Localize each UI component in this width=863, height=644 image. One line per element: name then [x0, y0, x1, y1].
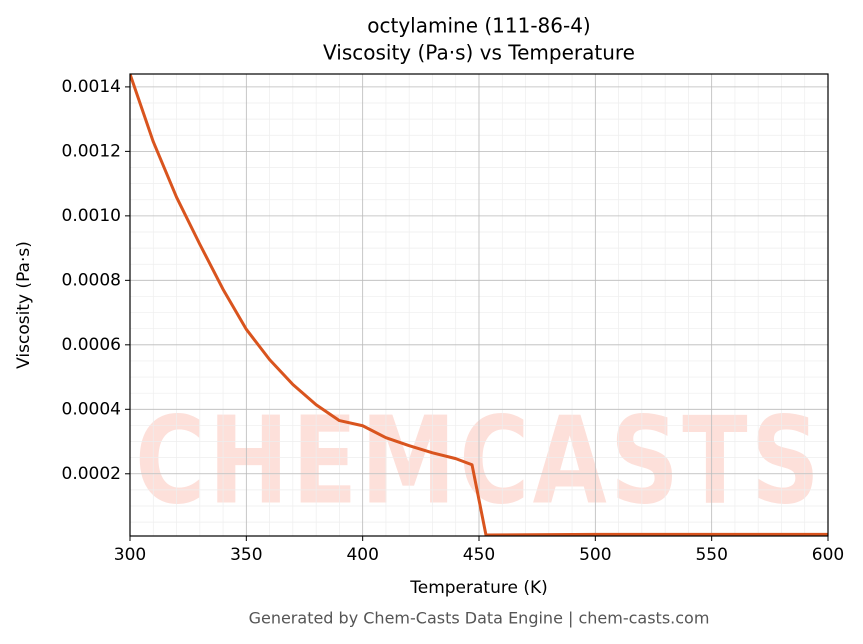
- plot-frame: [129, 73, 829, 537]
- y-tick-label: 0.0006: [62, 335, 121, 355]
- x-tick-label: 350: [230, 545, 262, 565]
- y-tick-label: 0.0010: [62, 206, 121, 226]
- x-tick-label: 300: [114, 545, 146, 565]
- footer: Generated by Chem-Casts Data Engine | ch…: [249, 609, 710, 628]
- chart-subtitle: Viscosity (Pa·s) vs Temperature: [323, 41, 635, 65]
- x-tick-label: 500: [579, 545, 611, 565]
- x-axis-label: Temperature (K): [409, 578, 548, 598]
- x-tick-label: 400: [346, 545, 378, 565]
- x-tick-label: 550: [695, 545, 727, 565]
- y-tick-label: 0.0002: [62, 464, 121, 484]
- y-tick-label: 0.0012: [62, 141, 121, 161]
- y-tick-label: 0.0008: [62, 270, 121, 290]
- data-line: [130, 74, 828, 536]
- y-axis-label: Viscosity (Pa·s): [14, 241, 34, 369]
- y-tick-label: 0.0014: [62, 77, 121, 97]
- chart-title: octylamine (111-86-4): [367, 14, 591, 38]
- y-tick-label: 0.0004: [62, 399, 121, 419]
- x-tick-label: 600: [812, 545, 844, 565]
- watermark: CHEMCASTS: [135, 393, 823, 532]
- x-tick-label: 450: [463, 545, 495, 565]
